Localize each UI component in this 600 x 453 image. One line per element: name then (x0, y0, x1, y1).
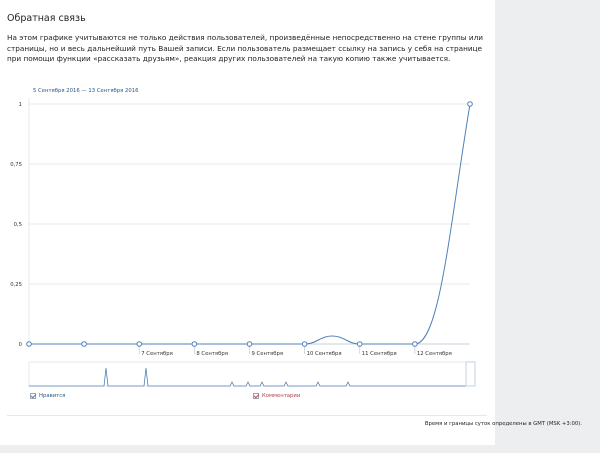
data-point[interactable] (356, 341, 363, 347)
x-tick-label: 12 Сентября (417, 351, 452, 357)
y-tick-label: 0,5 (14, 222, 22, 228)
chart-grid (28, 98, 470, 345)
data-point[interactable] (467, 101, 473, 107)
feedback-card (0, 0, 495, 445)
data-point[interactable] (26, 341, 32, 347)
legend-label-comments: Комментарии (262, 393, 301, 399)
data-point[interactable] (191, 341, 198, 347)
x-tick-label: 10 Сентября (307, 351, 342, 357)
timezone-footnote: Время и границы суток определены в GMT (… (424, 421, 582, 427)
checkbox-comments[interactable] (253, 393, 259, 399)
x-tick-label: 9 Сентября (252, 351, 284, 357)
data-point[interactable] (136, 341, 143, 347)
y-tick-label: 0,25 (10, 282, 22, 288)
x-tick-label: 8 Сентября (196, 351, 228, 357)
series-line-likes (29, 103, 471, 345)
section-description: На этом графике учитываются не только де… (7, 33, 483, 63)
y-tick-label: 1 (19, 102, 22, 108)
legend-label-likes: Нравится (39, 393, 66, 399)
data-point[interactable] (81, 341, 87, 347)
x-axis-ticks: 7 Сентября 8 Сентября 9 Сентября 10 Сентябр… (138, 344, 452, 357)
navigator-frame (28, 361, 476, 387)
data-point[interactable] (246, 341, 253, 347)
series-points-likes (26, 101, 473, 347)
x-tick-label: 11 Сентября (362, 351, 397, 357)
section-title: Обратная связь (7, 13, 86, 24)
footer-divider (7, 415, 487, 416)
y-axis-ticks: 0 0,25 0,5 0,75 1 (10, 102, 22, 348)
checkbox-likes[interactable] (30, 393, 36, 399)
y-tick-label: 0 (19, 342, 23, 348)
data-point[interactable] (412, 341, 418, 347)
data-point[interactable] (301, 341, 308, 347)
legend-item-likes[interactable]: Нравится (30, 393, 65, 399)
navigator-handle[interactable] (465, 361, 476, 387)
x-tick-label: 7 Сентября (141, 351, 173, 357)
legend-item-comments[interactable]: Комментарии (253, 393, 300, 399)
chart-period-label: 5 Сентября 2016 — 13 Сентября 2016 (33, 88, 139, 94)
range-navigator[interactable] (28, 361, 476, 387)
y-tick-label: 0,75 (10, 162, 22, 168)
navigator-sparkline (29, 367, 470, 387)
